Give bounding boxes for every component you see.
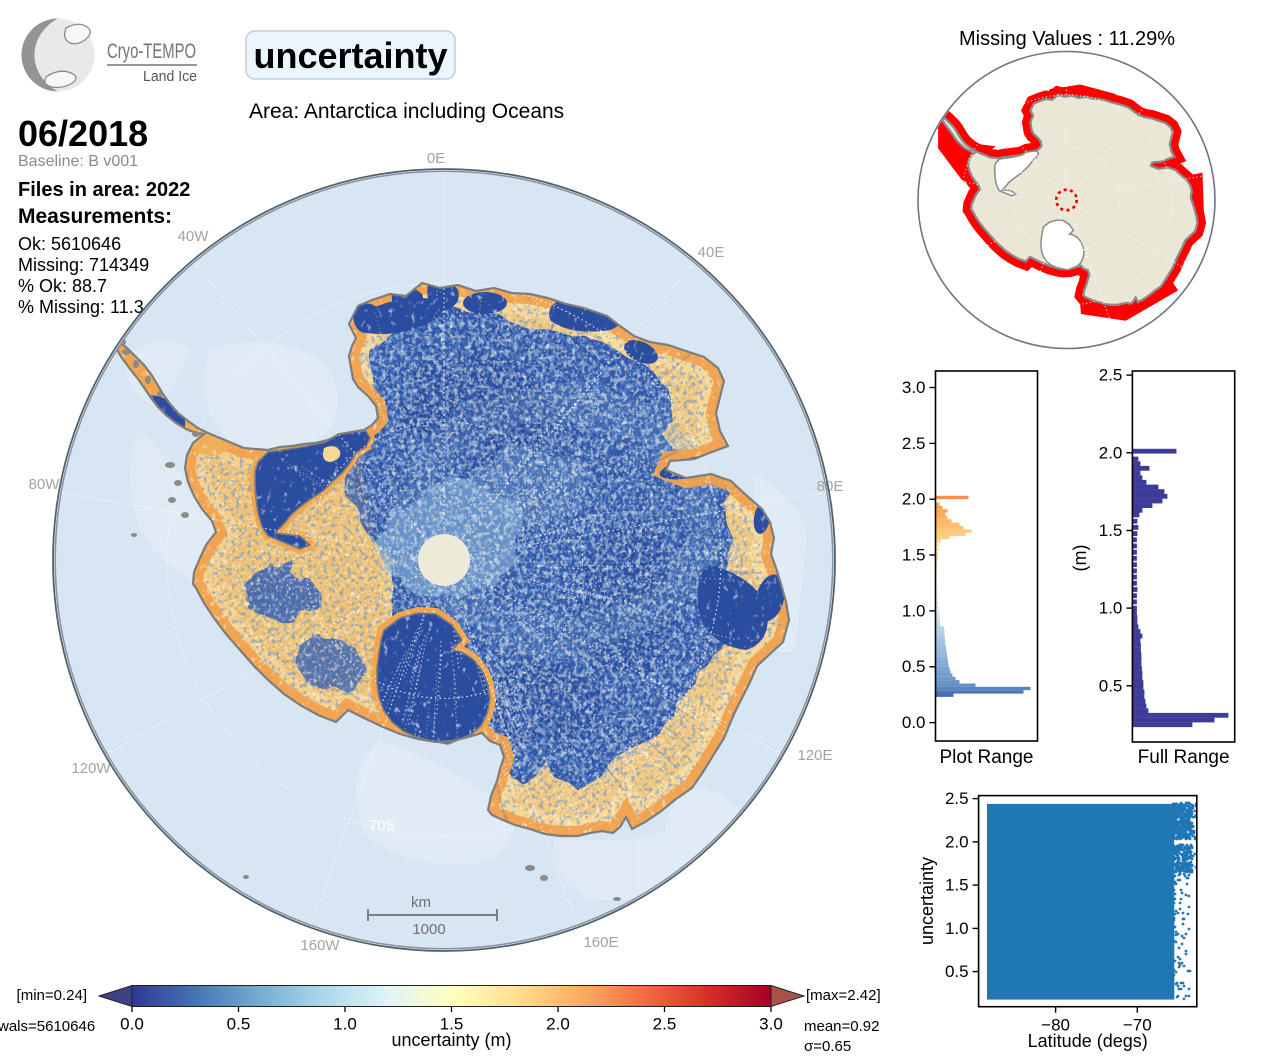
svg-text:2.0: 2.0 <box>945 832 969 851</box>
svg-text:[min=0.24]: [min=0.24] <box>17 987 87 1004</box>
svg-text:2.0: 2.0 <box>902 490 926 509</box>
svg-text:σ=0.65: σ=0.65 <box>804 1038 851 1055</box>
svg-text:Full Range: Full Range <box>1138 747 1230 768</box>
svg-text:1.5: 1.5 <box>902 546 926 565</box>
svg-text:2.5: 2.5 <box>945 789 969 808</box>
svg-text:0.5: 0.5 <box>945 962 969 981</box>
svg-text:1.0: 1.0 <box>902 601 926 620</box>
svg-text:wals=5610646: wals=5610646 <box>0 1018 95 1035</box>
svg-text:uncertainty (m): uncertainty (m) <box>391 1030 511 1050</box>
svg-text:40E: 40E <box>698 244 725 261</box>
svg-text:1.0: 1.0 <box>333 1015 357 1034</box>
svg-text:80W: 80W <box>29 476 61 493</box>
svg-text:% Missing: 11.3: % Missing: 11.3 <box>18 297 144 317</box>
svg-text:Missing Values : 11.29%: Missing Values : 11.29% <box>959 28 1175 50</box>
svg-text:2.5: 2.5 <box>1099 366 1123 385</box>
svg-text:1.0: 1.0 <box>1099 599 1123 618</box>
svg-text:2.0: 2.0 <box>1099 443 1123 462</box>
svg-text:mean=0.92: mean=0.92 <box>804 1018 879 1035</box>
svg-text:Cryo-TEMPO: Cryo-TEMPO <box>107 40 196 63</box>
svg-text:3.0: 3.0 <box>759 1015 783 1034</box>
svg-text:(m): (m) <box>1070 545 1090 572</box>
svg-text:−80: −80 <box>1041 1016 1070 1035</box>
svg-text:1.0: 1.0 <box>945 919 969 938</box>
svg-text:Plot Range: Plot Range <box>939 747 1033 768</box>
svg-text:0.0: 0.0 <box>902 713 926 732</box>
svg-text:70S: 70S <box>369 817 396 834</box>
svg-text:Land Ice: Land Ice <box>143 68 197 85</box>
svg-text:1.5: 1.5 <box>440 1015 464 1034</box>
svg-text:Ok: 5610646: Ok: 5610646 <box>18 234 121 254</box>
svg-text:1000: 1000 <box>412 921 445 938</box>
svg-text:2.5: 2.5 <box>902 434 926 453</box>
svg-text:06/2018: 06/2018 <box>18 113 148 154</box>
svg-text:160E: 160E <box>583 934 618 951</box>
svg-text:2.5: 2.5 <box>653 1015 677 1034</box>
svg-text:uncertainty: uncertainty <box>917 857 937 945</box>
svg-text:0.5: 0.5 <box>227 1015 251 1034</box>
svg-text:Baseline: B v001: Baseline: B v001 <box>18 153 138 170</box>
svg-text:0.0: 0.0 <box>120 1015 144 1034</box>
svg-text:[max=2.42]: [max=2.42] <box>806 987 881 1004</box>
svg-text:Area: Antarctica including Oce: Area: Antarctica including Oceans <box>249 100 564 123</box>
svg-text:3.0: 3.0 <box>902 378 926 397</box>
svg-text:120W: 120W <box>71 760 111 777</box>
svg-text:Latitude (degs): Latitude (degs) <box>1028 1031 1148 1051</box>
svg-text:80E: 80E <box>817 478 844 495</box>
svg-text:% Ok: 88.7: % Ok: 88.7 <box>18 276 107 296</box>
svg-text:0.5: 0.5 <box>902 657 926 676</box>
svg-text:Missing: 714349: Missing: 714349 <box>18 255 149 275</box>
svg-text:−70: −70 <box>1123 1016 1152 1035</box>
svg-text:1.5: 1.5 <box>1099 521 1123 540</box>
svg-text:40W: 40W <box>178 228 210 245</box>
svg-text:0.5: 0.5 <box>1099 676 1123 695</box>
svg-text:1.5: 1.5 <box>945 876 969 895</box>
svg-text:Files in area: 2022: Files in area: 2022 <box>18 179 190 201</box>
svg-text:Measurements:: Measurements: <box>18 205 172 228</box>
svg-text:km: km <box>411 894 431 911</box>
svg-text:2.0: 2.0 <box>546 1015 570 1034</box>
svg-text:160W: 160W <box>300 937 340 954</box>
svg-text:0E: 0E <box>427 150 445 167</box>
svg-text:uncertainty: uncertainty <box>253 35 447 76</box>
svg-text:120E: 120E <box>797 747 832 764</box>
